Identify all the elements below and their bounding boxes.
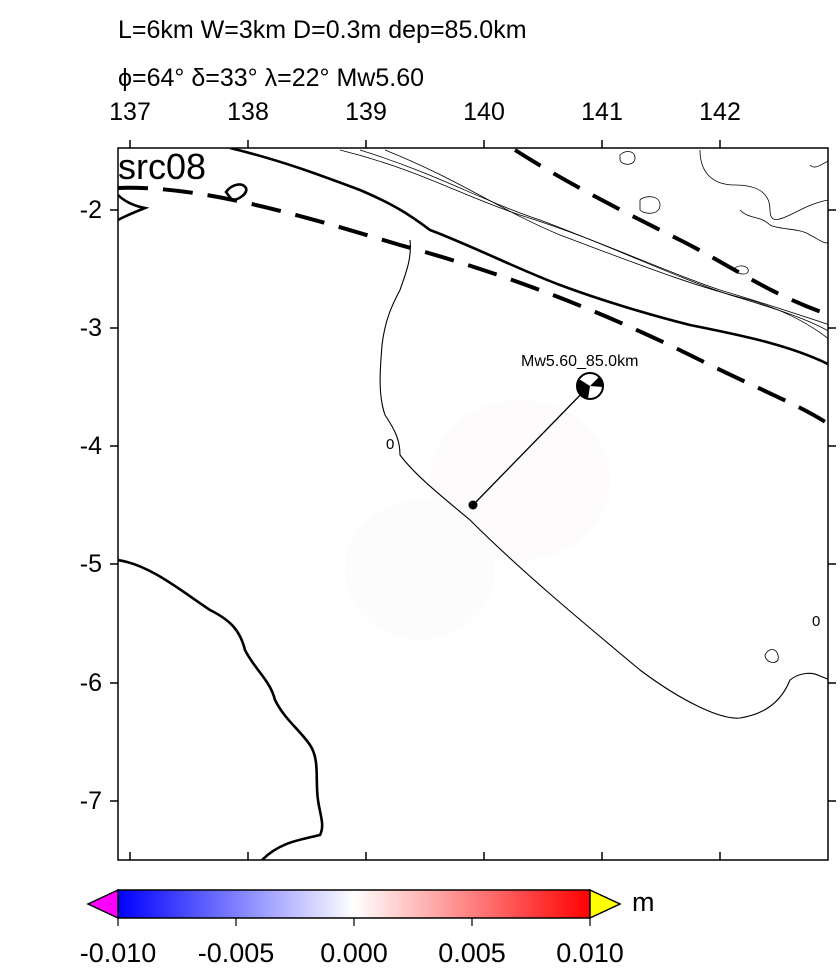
y-tick-label: -3 bbox=[79, 314, 102, 342]
colorbar-tick-label: -0.005 bbox=[197, 938, 275, 968]
contour-label: 0 bbox=[386, 436, 395, 453]
title-rupture-params: L=6km W=3km D=0.3m dep=85.0km bbox=[118, 16, 527, 44]
event-label: Mw5.60_85.0km bbox=[521, 353, 639, 370]
colorbar-tick-label: -0.010 bbox=[79, 938, 157, 968]
colorbar-tick-label: 0.010 bbox=[556, 938, 624, 968]
colorbar-under-triangle bbox=[86, 888, 119, 920]
contour-label: 0 bbox=[812, 613, 821, 630]
y-tick-label: -6 bbox=[79, 669, 102, 697]
centroid-marker bbox=[468, 500, 478, 510]
y-tick-label: -7 bbox=[79, 787, 102, 815]
x-tick-label: 140 bbox=[463, 98, 505, 126]
event-connector-line bbox=[472, 384, 591, 506]
y-tick-label: -4 bbox=[79, 432, 102, 460]
colorbar-unit-label: m bbox=[632, 887, 655, 917]
y-axis-ticks bbox=[110, 209, 836, 802]
x-tick-label: 141 bbox=[581, 98, 623, 126]
x-tick-label: 138 bbox=[227, 98, 269, 126]
colorbar-tick-label: 0.000 bbox=[320, 938, 388, 968]
colorbar-tick-label: 0.005 bbox=[438, 938, 506, 968]
y-tick-label: -2 bbox=[79, 196, 102, 224]
colorbar bbox=[86, 888, 622, 926]
y-tick-label: -5 bbox=[79, 550, 102, 578]
x-axis-ticks bbox=[129, 140, 721, 860]
map-frame bbox=[117, 147, 829, 861]
deformation-field bbox=[345, 400, 610, 640]
x-tick-label: 139 bbox=[345, 98, 387, 126]
trench-lines bbox=[118, 148, 828, 427]
colorbar-over-triangle bbox=[589, 888, 622, 920]
panel-label: src08 bbox=[118, 146, 207, 187]
zero-contour bbox=[379, 239, 828, 719]
title-mechanism-params: ϕ=64° δ=33° λ=22° Mw5.60 bbox=[118, 64, 425, 92]
x-tick-label: 137 bbox=[109, 98, 151, 126]
x-tick-label: 142 bbox=[699, 98, 741, 126]
focal-mechanism-beachball bbox=[576, 372, 604, 400]
